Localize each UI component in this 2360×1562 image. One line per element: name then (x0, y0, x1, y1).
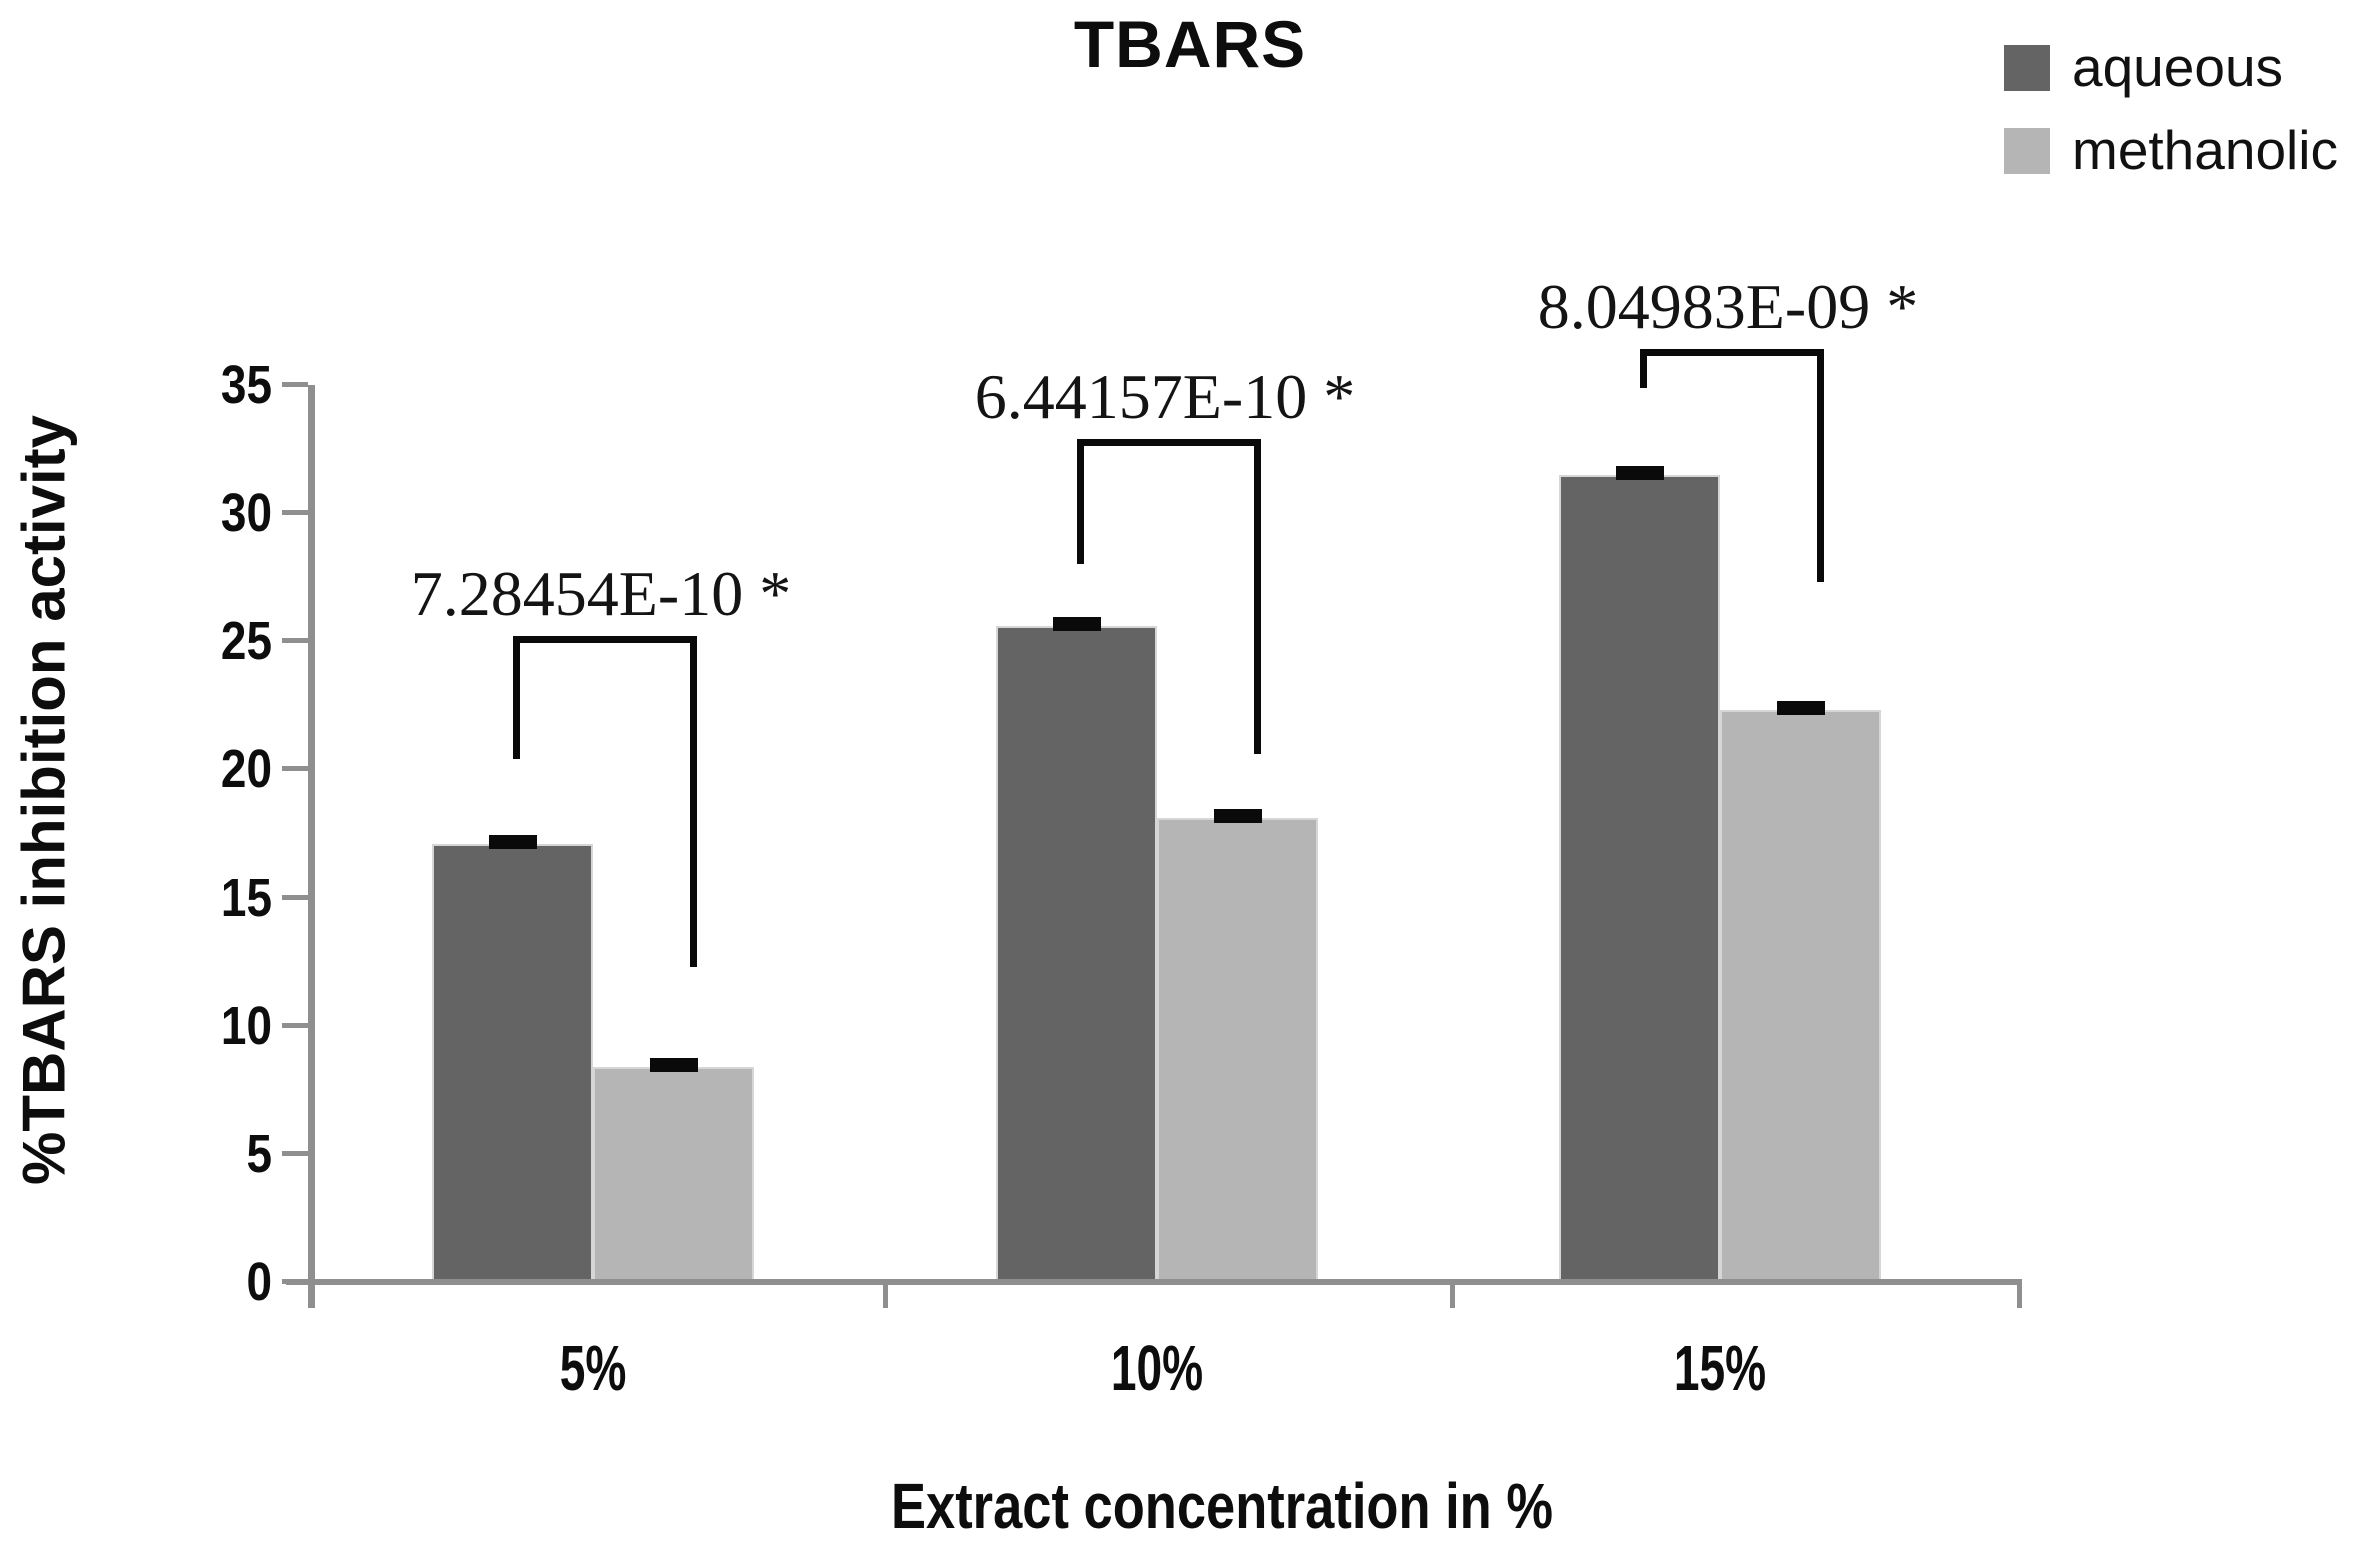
x-boundary-tick-0 (883, 1282, 888, 1308)
y-tick-label-15: 15 (220, 867, 272, 928)
bracket-left-leg-0 (512, 636, 520, 760)
y-tick-25 (282, 638, 308, 644)
y-axis-line (308, 385, 315, 1308)
y-tick-30 (282, 510, 308, 516)
y-tick-label-10: 10 (220, 995, 272, 1056)
bracket-right-leg-2 (1816, 349, 1824, 583)
error-bar-aqueous-5% (488, 834, 537, 849)
chart-title: TBARS (1073, 7, 1307, 81)
y-tick-35 (282, 382, 308, 387)
error-bar-methanolic-15% (1776, 701, 1825, 716)
p-value-annotation-2: 8.04983E-09 * (1537, 271, 1919, 343)
legend: aqueous methanolic (2004, 40, 2338, 206)
x-boundary-tick-1 (1450, 1282, 1455, 1308)
y-tick-label-20: 20 (220, 739, 272, 800)
legend-item-aqueous: aqueous (2004, 40, 2338, 95)
y-tick-5 (282, 1150, 308, 1156)
y-tick-label-0: 0 (246, 1252, 272, 1312)
bar-aqueous-15% (1559, 474, 1720, 1282)
p-value-annotation-1: 6.44157E-10 * (974, 360, 1356, 432)
legend-label-aqueous: aqueous (2072, 36, 2284, 98)
y-tick-10 (282, 1022, 308, 1028)
bar-methanolic-15% (1720, 710, 1881, 1282)
error-bar-methanolic-5% (649, 1057, 698, 1072)
y-tick-20 (282, 766, 308, 772)
y-tick-label-30: 30 (220, 483, 272, 544)
methanolic-swatch-icon (2004, 127, 2050, 174)
p-value-annotation-0: 7.28454E-10 * (410, 558, 792, 630)
y-tick-label-35: 35 (220, 355, 272, 415)
bracket-left-leg-2 (1639, 349, 1647, 388)
x-tick-label-5%: 5% (559, 1332, 627, 1404)
y-tick-label-25: 25 (220, 611, 272, 672)
bracket-top-1 (1076, 438, 1261, 446)
legend-label-methanolic: methanolic (2072, 119, 2338, 181)
y-tick-15 (282, 894, 308, 900)
bracket-right-leg-1 (1253, 438, 1261, 755)
bar-methanolic-5% (593, 1066, 754, 1282)
bar-methanolic-10% (1157, 818, 1318, 1282)
x-axis-line (286, 1279, 2022, 1285)
aqueous-swatch-icon (2004, 44, 2050, 91)
x-tick-label-10%: 10% (1110, 1332, 1204, 1404)
error-bar-aqueous-10% (1052, 616, 1101, 631)
bracket-top-2 (1639, 349, 1824, 357)
x-boundary-tick-2 (2017, 1282, 2022, 1308)
bracket-top-0 (512, 636, 697, 644)
bar-aqueous-5% (432, 843, 593, 1282)
bracket-right-leg-0 (689, 636, 697, 967)
y-tick-label-5: 5 (246, 1123, 272, 1184)
error-bar-aqueous-15% (1615, 465, 1664, 480)
bar-aqueous-10% (996, 625, 1157, 1282)
x-axis-title: Extract concentration in % (891, 1470, 1553, 1542)
error-bar-methanolic-10% (1213, 809, 1262, 824)
legend-item-methanolic: methanolic (2004, 123, 2338, 178)
y-tick-0 (282, 1279, 308, 1284)
x-tick-label-15%: 15% (1673, 1332, 1767, 1404)
bracket-left-leg-1 (1076, 438, 1084, 565)
